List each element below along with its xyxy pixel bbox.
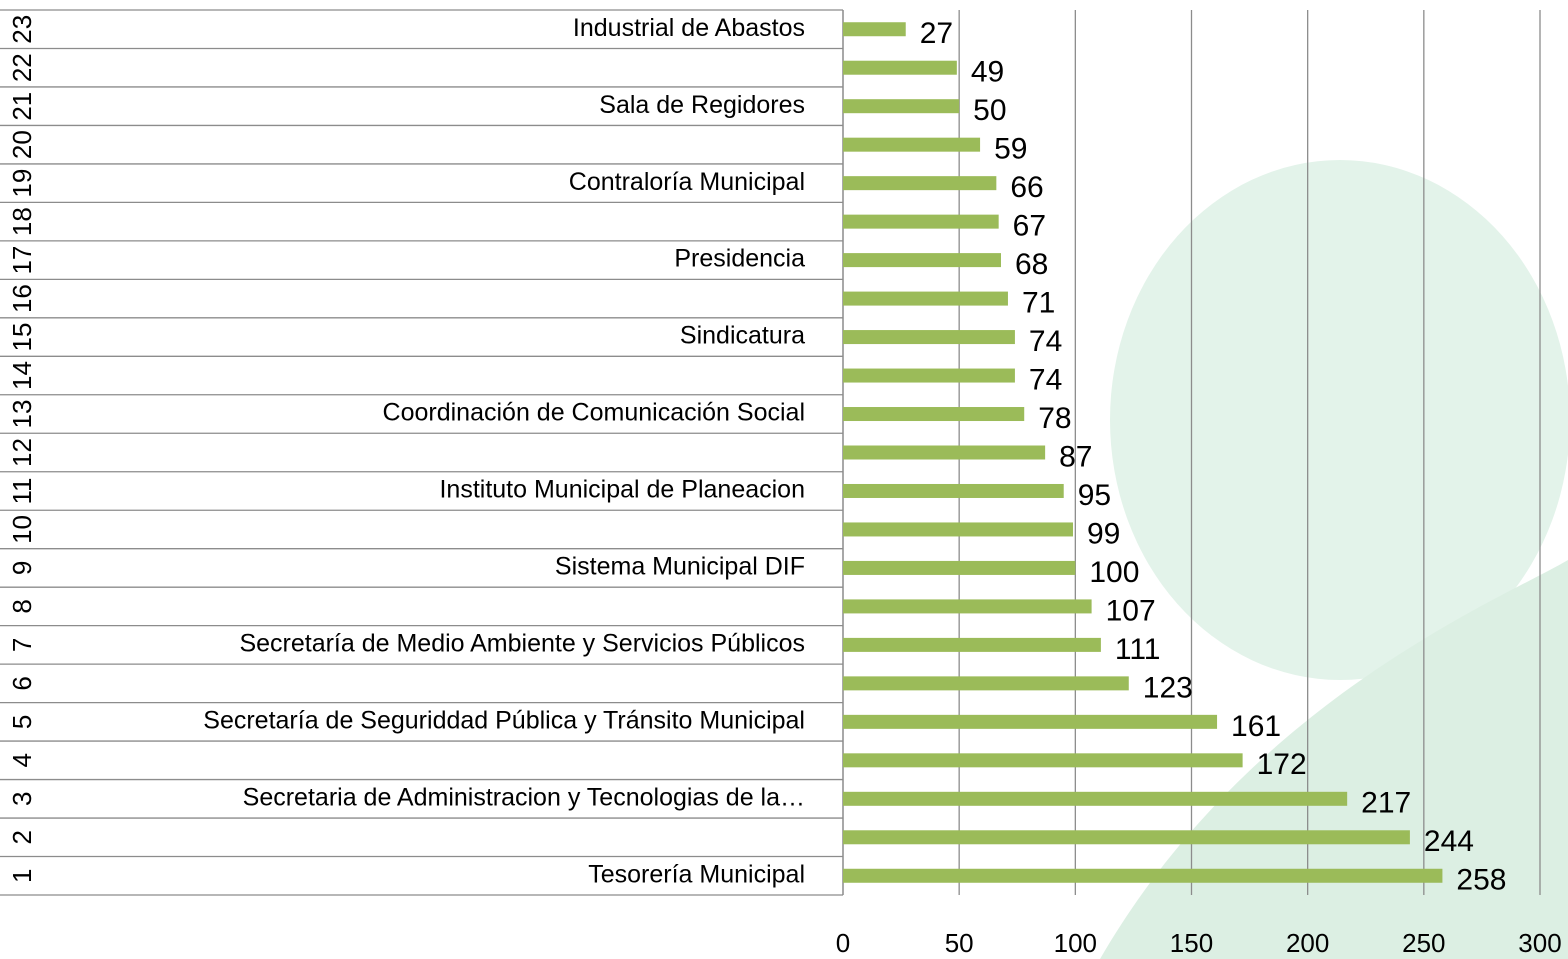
category-number: 17: [7, 246, 37, 275]
value-label: 123: [1143, 671, 1193, 704]
value-label: 74: [1029, 363, 1062, 396]
category-label: Secretaría de Seguriddad Pública y Tráns…: [203, 706, 805, 734]
bar: [843, 138, 980, 152]
value-label: 27: [920, 17, 953, 50]
value-label: 244: [1424, 825, 1474, 858]
value-label: 95: [1078, 479, 1111, 512]
bar: [843, 369, 1015, 383]
category-number: 9: [7, 561, 37, 575]
bar: [843, 792, 1347, 806]
bar: [843, 215, 999, 229]
value-label: 99: [1087, 517, 1120, 550]
category-label: Sistema Municipal DIF: [555, 553, 805, 581]
category-number: 20: [7, 130, 37, 159]
value-label: 258: [1456, 864, 1506, 897]
bar: [843, 753, 1243, 767]
x-tick-label: 150: [1170, 928, 1213, 958]
category-label: Sala de Regidores: [599, 91, 805, 119]
x-tick-label: 0: [836, 928, 850, 958]
category-label: Contraloría Municipal: [569, 168, 805, 196]
category-number: 2: [7, 830, 37, 844]
category-number: 4: [7, 753, 37, 767]
bar: [843, 176, 996, 190]
category-number: 16: [7, 284, 37, 313]
category-label: Tesorería Municipal: [588, 860, 805, 888]
category-label: Secretaría de Medio Ambiente y Servicios…: [239, 630, 805, 658]
value-label: 161: [1231, 710, 1281, 743]
category-number: 23: [7, 15, 37, 44]
value-label: 59: [994, 133, 1027, 166]
value-label: 74: [1029, 325, 1062, 358]
bar: [843, 676, 1129, 690]
bar: [843, 715, 1217, 729]
x-tick-label: 100: [1054, 928, 1097, 958]
bar: [843, 561, 1075, 575]
bar: [843, 61, 957, 75]
value-label: 100: [1089, 556, 1139, 589]
value-label: 49: [971, 56, 1004, 89]
category-number: 12: [7, 438, 37, 467]
bar: [843, 638, 1101, 652]
category-number: 3: [7, 792, 37, 806]
category-number: 5: [7, 715, 37, 729]
bar: [843, 446, 1045, 460]
bar: [843, 292, 1008, 306]
bar: [843, 330, 1015, 344]
x-tick-label: 50: [945, 928, 974, 958]
bar: [843, 869, 1442, 883]
category-number: 1: [7, 869, 37, 883]
x-tick-label: 300: [1518, 928, 1561, 958]
value-label: 68: [1015, 248, 1048, 281]
bar: [843, 407, 1024, 421]
category-number: 6: [7, 676, 37, 690]
category-number: 18: [7, 207, 37, 236]
category-number: 8: [7, 599, 37, 613]
value-label: 172: [1257, 748, 1307, 781]
bar: [843, 99, 959, 113]
bar: [843, 599, 1092, 613]
category-label: Secretaria de Administracion y Tecnologi…: [243, 783, 805, 811]
category-number: 14: [7, 361, 37, 390]
category-number: 13: [7, 400, 37, 429]
chart: 0501001502002503001Tesorería Municipal25…: [0, 0, 1568, 959]
category-label: Industrial de Abastos: [573, 14, 805, 42]
category-label: Presidencia: [674, 245, 805, 273]
category-number: 19: [7, 169, 37, 198]
value-label: 111: [1115, 633, 1161, 666]
value-label: 217: [1361, 787, 1411, 820]
value-label: 87: [1059, 440, 1092, 473]
category-label: Instituto Municipal de Planeacion: [439, 476, 805, 504]
value-label: 107: [1106, 594, 1156, 627]
category-number: 21: [7, 92, 37, 121]
category-number: 7: [7, 638, 37, 652]
bar: [843, 484, 1064, 498]
category-number: 22: [7, 53, 37, 82]
x-tick-label: 200: [1286, 928, 1329, 958]
category-label: Coordinación de Comunicación Social: [383, 399, 805, 427]
category-number: 15: [7, 323, 37, 352]
bar: [843, 253, 1001, 267]
value-label: 78: [1038, 402, 1071, 435]
value-label: 71: [1022, 287, 1055, 320]
x-tick-label: 250: [1402, 928, 1445, 958]
category-number: 11: [7, 477, 37, 504]
bar: [843, 830, 1410, 844]
bar: [843, 22, 906, 36]
bar: [843, 522, 1073, 536]
value-label: 66: [1010, 171, 1043, 204]
category-number: 10: [7, 515, 37, 544]
category-label: Sindicatura: [680, 322, 805, 350]
value-label: 67: [1013, 210, 1046, 243]
value-label: 50: [973, 94, 1006, 127]
